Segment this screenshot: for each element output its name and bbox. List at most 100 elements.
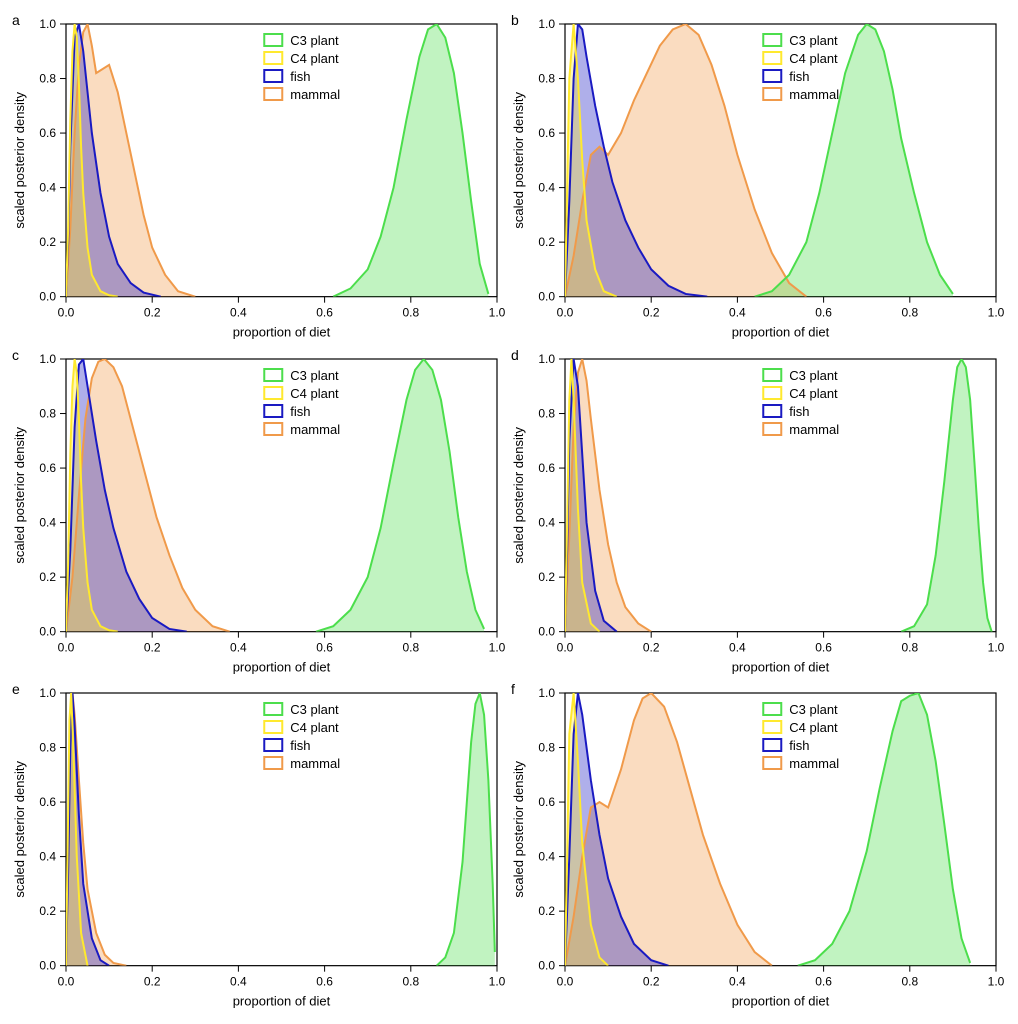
legend-label: mammal xyxy=(789,422,839,437)
legend-swatch xyxy=(763,369,781,381)
legend-label: C4 plant xyxy=(290,720,339,735)
legend-label: C3 plant xyxy=(290,368,339,383)
xtick-label: 0.2 xyxy=(144,640,161,654)
legend-swatch xyxy=(264,703,282,715)
x-axis-label: proportion of diet xyxy=(233,994,331,1009)
legend-label: mammal xyxy=(789,87,839,102)
panel-label: f xyxy=(511,681,515,697)
xtick-label: 0.6 xyxy=(815,975,832,989)
xtick-label: 0.6 xyxy=(815,640,832,654)
xtick-label: 0.6 xyxy=(316,306,333,320)
legend-label: C4 plant xyxy=(290,386,339,401)
legend-label: C4 plant xyxy=(789,720,838,735)
xtick-label: 0.8 xyxy=(402,640,419,654)
panel-c: c0.00.20.40.60.81.00.00.20.40.60.81.0pro… xyxy=(10,345,509,680)
legend-swatch xyxy=(264,369,282,381)
legend-swatch xyxy=(264,721,282,733)
legend-swatch xyxy=(763,405,781,417)
xtick-label: 0.2 xyxy=(643,306,660,320)
xtick-label: 0.8 xyxy=(901,306,918,320)
density-fill xyxy=(755,24,953,297)
y-axis-label: scaled posterior density xyxy=(12,92,27,229)
legend-label: fish xyxy=(789,404,809,419)
legend-label: mammal xyxy=(290,756,340,771)
panel-e: e0.00.20.40.60.81.00.00.20.40.60.81.0pro… xyxy=(10,679,509,1014)
legend-swatch xyxy=(264,423,282,435)
legend-swatch xyxy=(264,34,282,46)
ytick-label: 1.0 xyxy=(538,17,555,31)
xtick-label: 1.0 xyxy=(988,306,1005,320)
xtick-label: 0.0 xyxy=(58,640,75,654)
xtick-label: 0.4 xyxy=(729,640,746,654)
panel-svg: 0.00.20.40.60.81.00.00.20.40.60.81.0prop… xyxy=(509,10,1008,345)
xtick-label: 0.4 xyxy=(230,975,247,989)
panel-b: b0.00.20.40.60.81.00.00.20.40.60.81.0pro… xyxy=(509,10,1008,345)
x-axis-label: proportion of diet xyxy=(732,659,830,674)
legend-swatch xyxy=(264,70,282,82)
y-axis-label: scaled posterior density xyxy=(511,761,526,898)
x-axis-label: proportion of diet xyxy=(233,325,331,340)
ytick-label: 0.2 xyxy=(538,570,555,584)
x-axis-label: proportion of diet xyxy=(233,659,331,674)
panel-svg: 0.00.20.40.60.81.00.00.20.40.60.81.0prop… xyxy=(10,10,509,345)
xtick-label: 0.4 xyxy=(230,306,247,320)
ytick-label: 0.0 xyxy=(39,959,56,973)
xtick-label: 0.2 xyxy=(144,306,161,320)
xtick-label: 0.0 xyxy=(58,975,75,989)
legend-swatch xyxy=(763,34,781,46)
density-fill xyxy=(316,359,484,632)
ytick-label: 0.8 xyxy=(538,741,555,755)
ytick-label: 1.0 xyxy=(39,352,56,366)
panel-a: a0.00.20.40.60.81.00.00.20.40.60.81.0pro… xyxy=(10,10,509,345)
ytick-label: 0.0 xyxy=(39,290,56,304)
ytick-label: 0.2 xyxy=(39,904,56,918)
ytick-label: 0.6 xyxy=(39,126,56,140)
legend-swatch xyxy=(763,387,781,399)
legend-label: mammal xyxy=(290,87,340,102)
legend-label: C4 plant xyxy=(789,51,838,66)
legend-swatch xyxy=(264,739,282,751)
ytick-label: 0.8 xyxy=(39,72,56,86)
xtick-label: 1.0 xyxy=(489,640,506,654)
y-axis-label: scaled posterior density xyxy=(511,426,526,563)
xtick-label: 0.0 xyxy=(58,306,75,320)
y-axis-label: scaled posterior density xyxy=(12,426,27,563)
legend-swatch xyxy=(763,739,781,751)
xtick-label: 0.6 xyxy=(316,975,333,989)
legend-swatch xyxy=(763,721,781,733)
ytick-label: 0.4 xyxy=(538,850,555,864)
ytick-label: 0.2 xyxy=(39,570,56,584)
xtick-label: 1.0 xyxy=(988,640,1005,654)
xtick-label: 0.8 xyxy=(402,306,419,320)
legend-label: mammal xyxy=(789,756,839,771)
legend-label: fish xyxy=(290,404,310,419)
ytick-label: 0.2 xyxy=(39,235,56,249)
legend-swatch xyxy=(264,52,282,64)
xtick-label: 0.4 xyxy=(729,306,746,320)
ytick-label: 0.0 xyxy=(538,959,555,973)
panel-f: f0.00.20.40.60.81.00.00.20.40.60.81.0pro… xyxy=(509,679,1008,1014)
legend-swatch xyxy=(763,423,781,435)
legend-swatch xyxy=(264,405,282,417)
x-axis-label: proportion of diet xyxy=(732,994,830,1009)
y-axis-label: scaled posterior density xyxy=(511,92,526,229)
ytick-label: 1.0 xyxy=(39,17,56,31)
xtick-label: 0.8 xyxy=(901,975,918,989)
ytick-label: 1.0 xyxy=(39,686,56,700)
ytick-label: 0.6 xyxy=(538,126,555,140)
panel-svg: 0.00.20.40.60.81.00.00.20.40.60.81.0prop… xyxy=(10,679,509,1014)
legend-label: C4 plant xyxy=(789,386,838,401)
ytick-label: 0.8 xyxy=(538,406,555,420)
ytick-label: 0.4 xyxy=(39,850,56,864)
legend-label: fish xyxy=(290,69,310,84)
xtick-label: 1.0 xyxy=(988,975,1005,989)
legend-label: fish xyxy=(290,738,310,753)
xtick-label: 0.6 xyxy=(815,306,832,320)
legend-label: C3 plant xyxy=(290,702,339,717)
panel-label: d xyxy=(511,347,519,363)
ytick-label: 0.4 xyxy=(39,515,56,529)
legend-label: C3 plant xyxy=(789,702,838,717)
xtick-label: 0.8 xyxy=(901,640,918,654)
ytick-label: 0.8 xyxy=(39,741,56,755)
ytick-label: 0.8 xyxy=(538,72,555,86)
